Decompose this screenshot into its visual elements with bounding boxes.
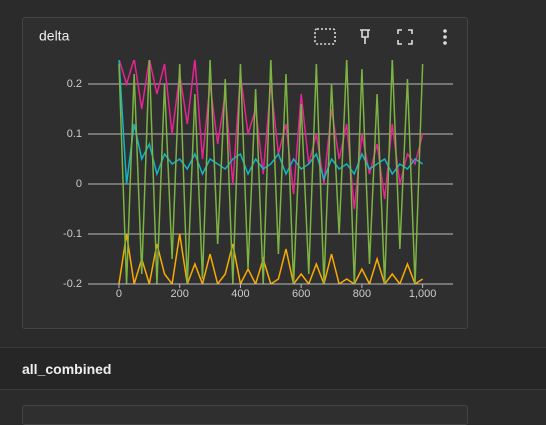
toolbar (314, 28, 447, 45)
y-tick-label: -0.1 (63, 228, 82, 240)
series-line (118, 60, 424, 284)
chart: delta -0.2 -0.1 0 0.1 0.2 0 200 400 600 800 1,000 (39, 28, 453, 300)
series-line (118, 60, 424, 185)
page: delta -0.2 -0.1 0 0.1 0.2 0 200 400 600 800 1,000 … (0, 17, 546, 425)
y-tick-label: 0.1 (67, 128, 82, 140)
menu-icon[interactable] (443, 29, 447, 45)
x-tick-label: 200 (171, 288, 189, 300)
x-tick-label: 400 (231, 288, 249, 300)
fullscreen-icon[interactable] (397, 29, 413, 45)
next-card (22, 405, 468, 425)
y-tick-label: 0 (76, 178, 82, 190)
section-title: all_combined (22, 361, 112, 377)
select-icon[interactable] (314, 28, 336, 45)
pin-icon[interactable] (360, 29, 370, 44)
x-tick-label: 0 (116, 288, 122, 300)
section-header[interactable]: all_combined (0, 347, 546, 390)
x-tick-label: 1,000 (409, 288, 437, 300)
x-tick-label: 600 (292, 288, 310, 300)
y-tick-label: -0.2 (63, 278, 82, 290)
series-line (118, 233, 424, 284)
chart-title: delta (39, 28, 70, 44)
x-tick-label: 800 (353, 288, 371, 300)
y-tick-label: 0.2 (67, 78, 82, 90)
series-line (118, 60, 424, 210)
